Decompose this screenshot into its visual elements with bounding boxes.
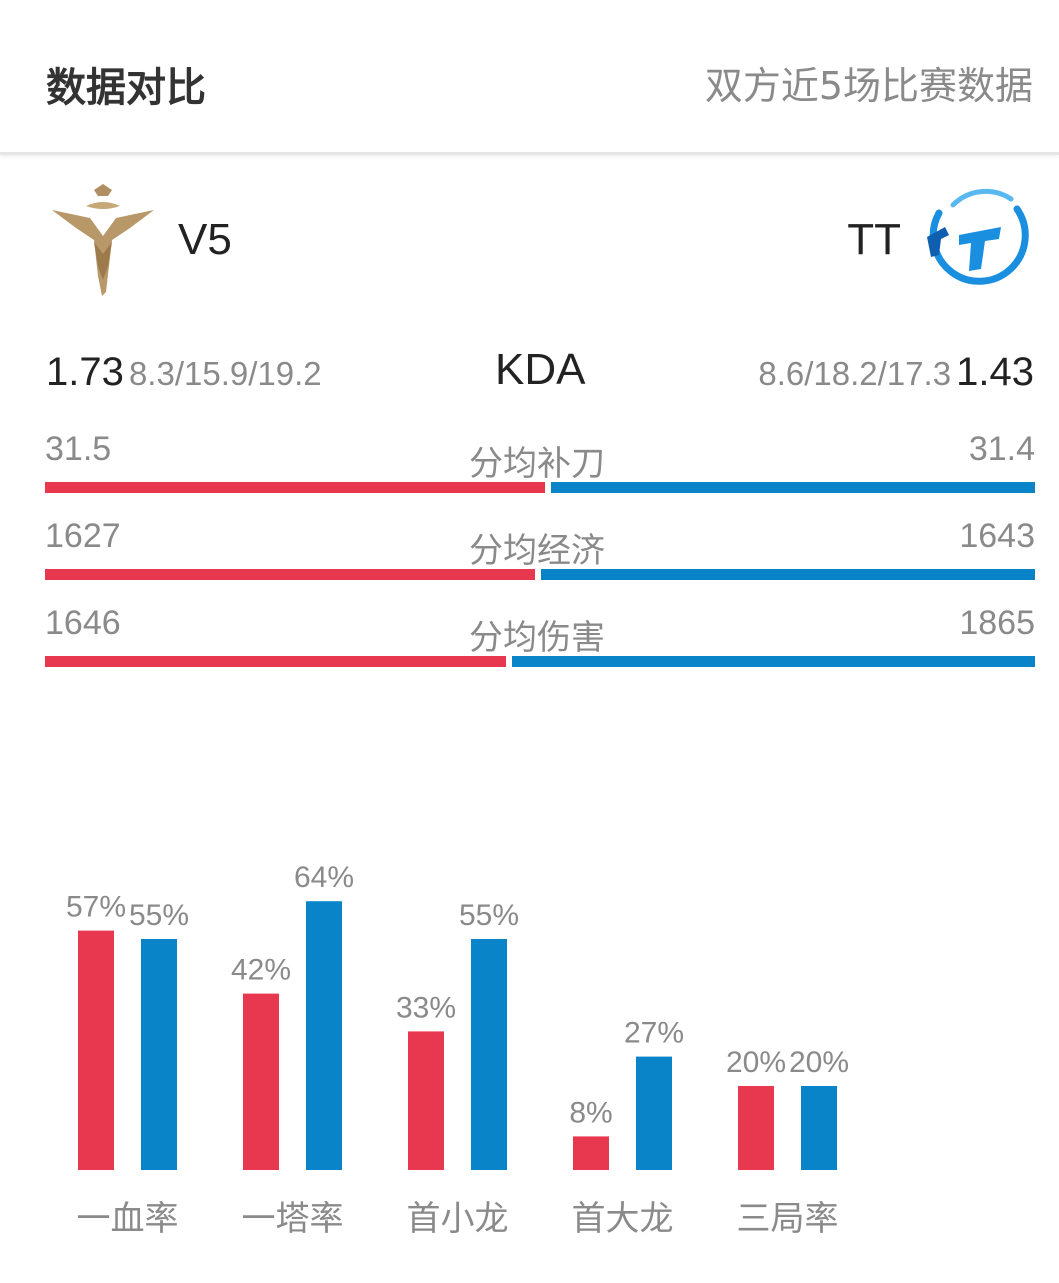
chart-data-label: 20% bbox=[726, 1046, 786, 1079]
stat-cs: 31.5 分均补刀 31.4 bbox=[45, 430, 1035, 510]
chart-bar bbox=[471, 939, 507, 1170]
chart-bar bbox=[306, 901, 342, 1170]
stat-damage: 1646 分均伤害 1865 bbox=[45, 604, 1035, 684]
header: 数据对比 双方近5场比赛数据 bbox=[0, 0, 1059, 155]
stat-label: 分均伤害 bbox=[469, 618, 605, 658]
stat-left-bar bbox=[45, 482, 545, 493]
chart-bar bbox=[738, 1086, 774, 1170]
kda-right: 8.6/18.2/17.3 1.43 bbox=[758, 350, 1034, 395]
chart-data-label: 33% bbox=[396, 991, 456, 1024]
stat-right-bar bbox=[541, 569, 1035, 580]
kda-row: 1.73 8.3/15.9/19.2 KDA 8.6/18.2/17.3 1.4… bbox=[46, 345, 1034, 405]
chart-category-label: 一血率 bbox=[77, 1199, 179, 1239]
chart-bar bbox=[141, 939, 177, 1170]
chart-data-label: 55% bbox=[459, 899, 519, 932]
kda-left: 1.73 8.3/15.9/19.2 bbox=[46, 350, 322, 395]
stat-right-bar bbox=[512, 656, 1035, 667]
chart-data-label: 55% bbox=[129, 899, 189, 932]
chart-data-label: 42% bbox=[231, 954, 291, 987]
chart-data-label: 8% bbox=[569, 1096, 612, 1129]
chart-data-label: 27% bbox=[624, 1017, 684, 1050]
team-left-name: V5 bbox=[178, 215, 232, 264]
chart-bar bbox=[243, 993, 279, 1170]
stat-right-value: 1643 bbox=[959, 517, 1035, 555]
stat-right-bar bbox=[551, 482, 1035, 493]
chart-data-label: 64% bbox=[294, 861, 354, 894]
chart-bar bbox=[408, 1031, 444, 1170]
stat-label: 分均经济 bbox=[469, 531, 605, 571]
kda-label: KDA bbox=[495, 345, 586, 394]
team-right-name: TT bbox=[847, 215, 901, 264]
stat-left-value: 1646 bbox=[45, 604, 121, 642]
stat-right-value: 1865 bbox=[959, 604, 1035, 642]
chart-bar bbox=[78, 930, 114, 1170]
stat-label: 分均补刀 bbox=[469, 444, 605, 484]
stat-left-value: 1627 bbox=[45, 517, 121, 555]
team-right[interactable]: TT bbox=[847, 180, 1029, 300]
chart-bar bbox=[573, 1136, 609, 1170]
stat-right-value: 31.4 bbox=[968, 430, 1035, 468]
chart-bar bbox=[636, 1056, 672, 1170]
kda-left-detail: 8.3/15.9/19.2 bbox=[128, 355, 322, 392]
kda-left-value: 1.73 bbox=[46, 350, 124, 394]
chart-data-label: 57% bbox=[66, 891, 126, 924]
chart-category-label: 三局率 bbox=[737, 1199, 839, 1239]
stat-left-bar bbox=[45, 569, 535, 580]
kda-right-value: 1.43 bbox=[956, 350, 1034, 394]
stat-gold: 1627 分均经济 1643 bbox=[45, 517, 1035, 597]
chart-category-label: 一塔率 bbox=[242, 1199, 344, 1239]
team-left[interactable]: V5 bbox=[50, 180, 232, 300]
chart-bar bbox=[801, 1086, 837, 1170]
stat-left-value: 31.5 bbox=[45, 430, 112, 468]
header-subtitle: 双方近5场比赛数据 bbox=[704, 64, 1033, 108]
stat-left-bar bbox=[45, 656, 506, 667]
kda-right-detail: 8.6/18.2/17.3 bbox=[758, 355, 952, 392]
page-title: 数据对比 bbox=[46, 65, 206, 111]
chart-data-label: 20% bbox=[789, 1046, 849, 1079]
v5-logo-icon bbox=[52, 184, 154, 296]
chart-category-label: 首小龙 bbox=[407, 1199, 509, 1239]
tt-logo-icon bbox=[927, 188, 1029, 285]
chart-category-label: 首大龙 bbox=[572, 1199, 674, 1239]
